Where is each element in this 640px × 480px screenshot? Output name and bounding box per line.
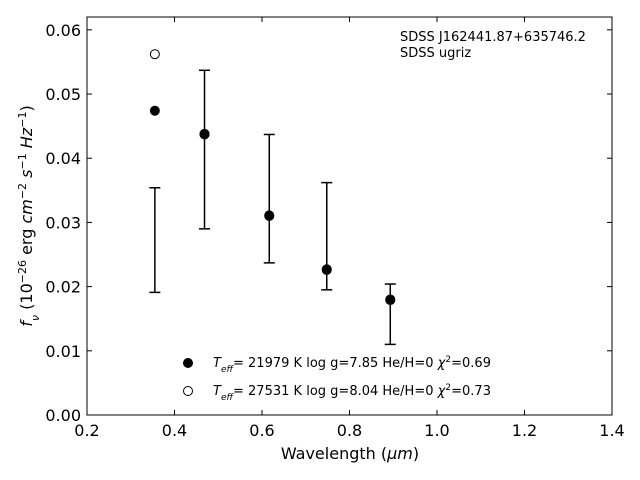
legend-marker-filled	[183, 358, 193, 368]
y-tick-label: 0.01	[45, 342, 81, 361]
legend-marker-open	[183, 386, 193, 396]
x-tick-label: 1.4	[599, 421, 624, 440]
y-tick-label: 0.03	[45, 213, 81, 232]
y-tick-labels: 0.00 0.01 0.02 0.03 0.04 0.05 0.06	[45, 21, 81, 425]
y-tick-label: 0.00	[45, 406, 81, 425]
legend: Teff= 21979 K log g=7.85 He/H=0 χ2=0.69 …	[183, 355, 491, 403]
x-tick-label: 1.0	[424, 421, 449, 440]
axis-ticks	[86, 17, 613, 416]
x-tick-label: 1.2	[512, 421, 537, 440]
data-point-open	[149, 49, 160, 60]
x-tick-labels: 0.2 0.4 0.6 0.8 1.0 1.2 1.4	[74, 421, 624, 440]
y-tick-label: 0.06	[45, 21, 81, 40]
error-bars	[149, 69, 396, 346]
y-tick-label: 0.05	[45, 85, 81, 104]
y-axis-label: fν (10−26 erg cm−2 s−1 Hz−1)	[16, 105, 42, 326]
data-point-filled	[385, 294, 396, 305]
data-point-filled	[321, 264, 332, 275]
data-point-filled	[149, 105, 160, 116]
data-markers	[149, 49, 396, 306]
x-tick-label: 0.8	[337, 421, 362, 440]
data-point-filled	[264, 211, 275, 221]
x-axis-label: Wavelength (μm)	[281, 444, 419, 463]
x-tick-label: 0.6	[249, 421, 274, 440]
y-tick-label: 0.04	[45, 149, 81, 168]
object-name: SDSS J162441.87+635746.2	[400, 30, 586, 45]
legend-entry-1: Teff= 21979 K log g=7.85 He/H=0 χ2=0.69	[213, 355, 491, 375]
data-point-filled	[199, 128, 210, 139]
survey-name: SDSS ugriz	[400, 46, 471, 61]
legend-entry-2: Teff= 27531 K log g=8.04 He/H=0 χ2=0.73	[213, 383, 491, 403]
y-tick-label: 0.02	[45, 278, 81, 297]
x-tick-label: 0.4	[162, 421, 187, 440]
x-tick-label: 0.2	[74, 421, 99, 440]
